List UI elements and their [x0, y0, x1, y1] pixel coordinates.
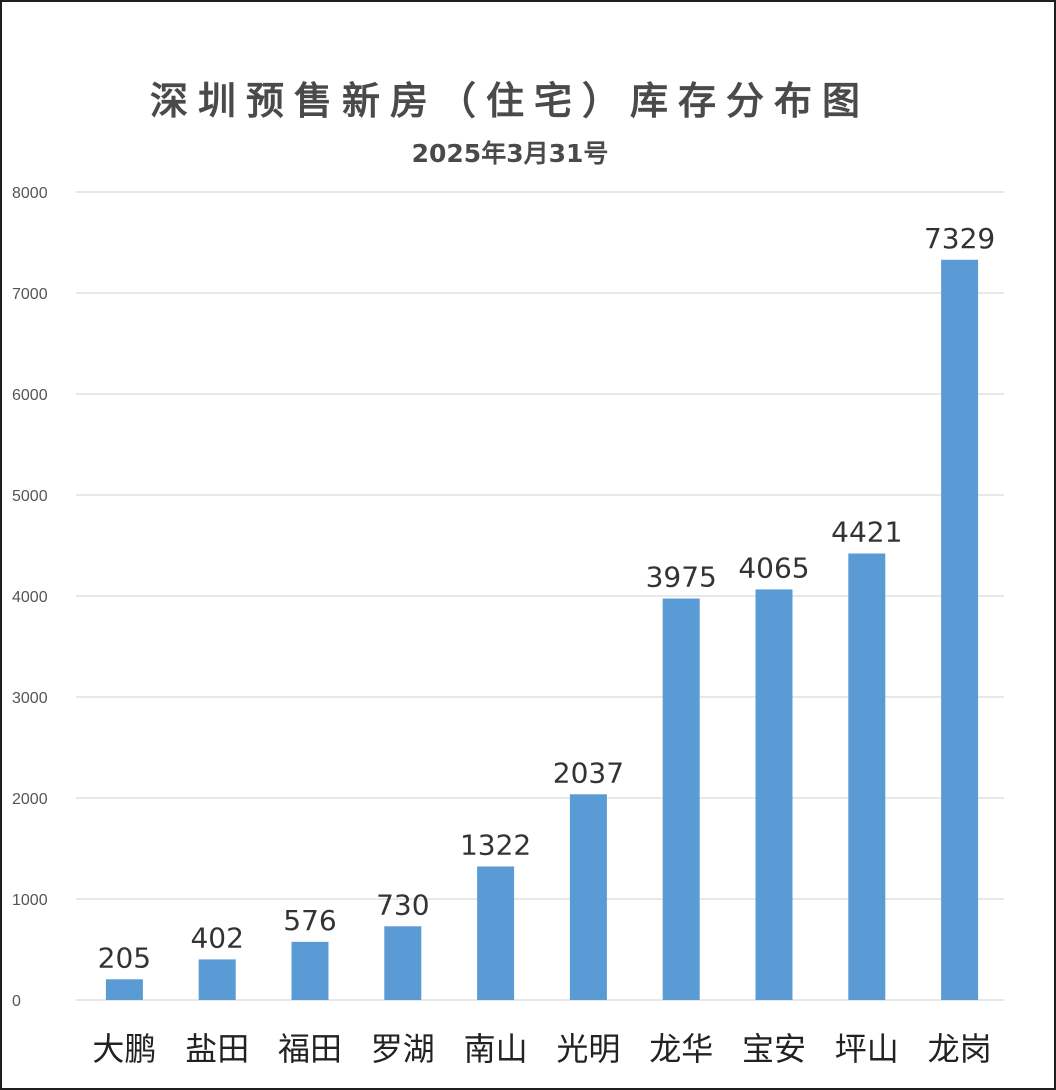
data-label: 205: [98, 941, 151, 974]
x-tick-label: 福田: [278, 1030, 342, 1068]
bar: [569, 794, 607, 1000]
y-tick-label: 1000: [12, 892, 48, 909]
data-label: 402: [190, 921, 243, 954]
x-tick-label: 龙华: [649, 1030, 713, 1068]
data-label: 730: [376, 888, 429, 921]
bar: [477, 866, 515, 1000]
y-axis-ticks: 0 1000 2000 3000 4000 5000 6000 7000 8000: [12, 185, 48, 1010]
bar: [662, 598, 700, 1000]
x-tick-label: 盐田: [185, 1030, 249, 1068]
bars: [105, 259, 979, 1000]
x-axis-labels: 大鹏 盐田 福田 罗湖 南山 光明 龙华 宝安 坪山 龙岗: [92, 1030, 991, 1068]
x-tick-label: 宝安: [742, 1030, 806, 1068]
x-tick-label: 龙岗: [928, 1030, 992, 1068]
bar: [384, 926, 422, 1000]
bar: [755, 589, 793, 1000]
data-label: 576: [283, 904, 336, 937]
data-label: 7329: [924, 222, 995, 255]
y-tick-label: 5000: [12, 488, 48, 505]
y-tick-label: 3000: [12, 690, 48, 707]
data-label: 2037: [553, 756, 624, 789]
data-label: 3975: [646, 561, 717, 594]
bar: [291, 941, 329, 1000]
y-tick-label: 7000: [12, 286, 48, 303]
x-tick-label: 坪山: [835, 1030, 899, 1068]
x-tick-label: 罗湖: [371, 1030, 435, 1068]
bar: [941, 259, 979, 1000]
x-tick-label: 南山: [464, 1030, 528, 1068]
data-labels: 205 402 576 730 1322 2037 3975 4065 4421 7329: [98, 222, 996, 975]
chart-subtitle: 2025年3月31号: [411, 139, 609, 168]
y-tick-label: 4000: [12, 589, 48, 606]
y-tick-label: 2000: [12, 791, 48, 808]
x-tick-label: 光明: [556, 1030, 620, 1068]
x-tick-label: 大鹏: [92, 1030, 156, 1068]
data-label: 4421: [831, 515, 902, 548]
y-tick-label: 8000: [12, 185, 48, 202]
chart-title: 深圳预售新房（住宅）库存分布图: [149, 79, 870, 123]
bar: [105, 979, 143, 1000]
data-label: 4065: [738, 551, 809, 584]
bar: [198, 959, 236, 1000]
bar: [848, 553, 886, 1000]
y-tick-label: 6000: [12, 387, 48, 404]
data-label: 1322: [460, 828, 531, 861]
y-tick-label: 0: [12, 993, 21, 1010]
